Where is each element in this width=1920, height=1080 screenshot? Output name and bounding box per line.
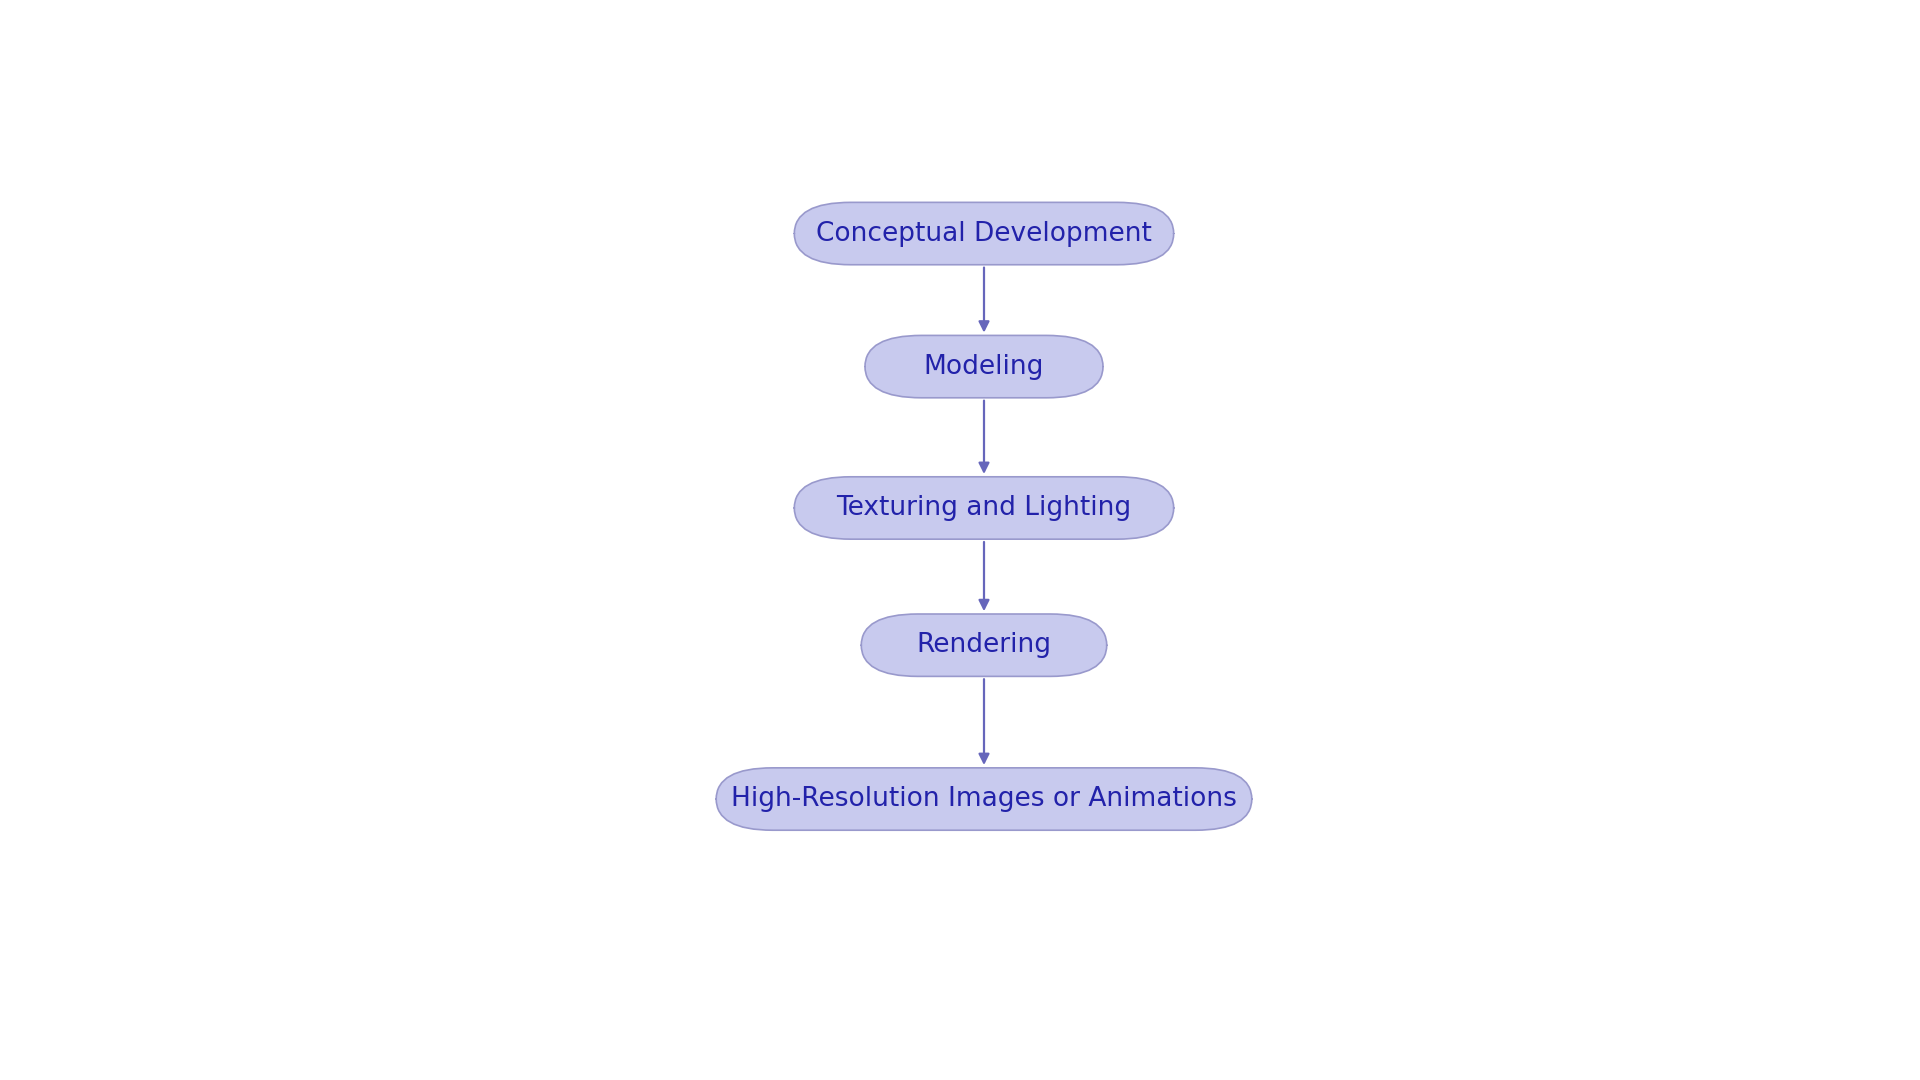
FancyBboxPatch shape bbox=[795, 476, 1173, 539]
FancyBboxPatch shape bbox=[716, 768, 1252, 831]
Text: Texturing and Lighting: Texturing and Lighting bbox=[837, 495, 1131, 521]
Text: Modeling: Modeling bbox=[924, 353, 1044, 379]
FancyBboxPatch shape bbox=[795, 202, 1173, 265]
Text: High-Resolution Images or Animations: High-Resolution Images or Animations bbox=[732, 786, 1236, 812]
Text: Conceptual Development: Conceptual Development bbox=[816, 220, 1152, 246]
Text: Rendering: Rendering bbox=[916, 632, 1052, 658]
FancyBboxPatch shape bbox=[864, 336, 1102, 397]
FancyBboxPatch shape bbox=[862, 615, 1106, 676]
